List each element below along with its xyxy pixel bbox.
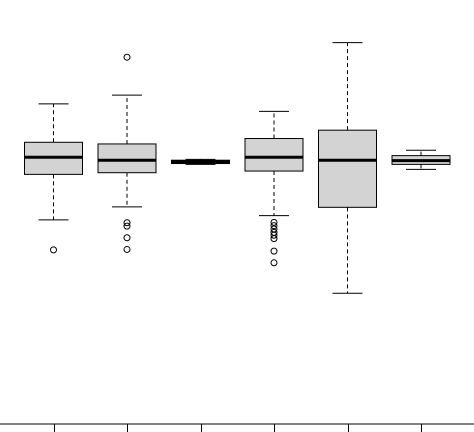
outlier-point	[270, 247, 278, 255]
box-group-1	[24, 103, 83, 254]
box-group-6	[391, 149, 451, 170]
box-group-2	[97, 53, 157, 253]
outlier-point	[270, 235, 278, 243]
outlier-point	[50, 246, 57, 254]
outlier-point	[123, 245, 131, 253]
iqr-box	[244, 138, 304, 172]
box-group-5	[318, 42, 377, 294]
box-group-3	[171, 158, 230, 165]
x-axis	[0, 423, 474, 432]
iqr-box	[97, 143, 157, 174]
outlier-point	[123, 234, 131, 242]
outlier-point	[270, 231, 278, 239]
outlier-point	[270, 218, 278, 226]
outlier-point	[123, 219, 131, 227]
outlier-point	[123, 53, 131, 61]
plot-area	[24, 42, 451, 294]
outlier-point	[123, 222, 131, 230]
iqr-box	[318, 129, 377, 208]
outlier-point	[270, 259, 278, 267]
box-group-4	[244, 110, 304, 267]
outlier-point	[270, 222, 278, 230]
